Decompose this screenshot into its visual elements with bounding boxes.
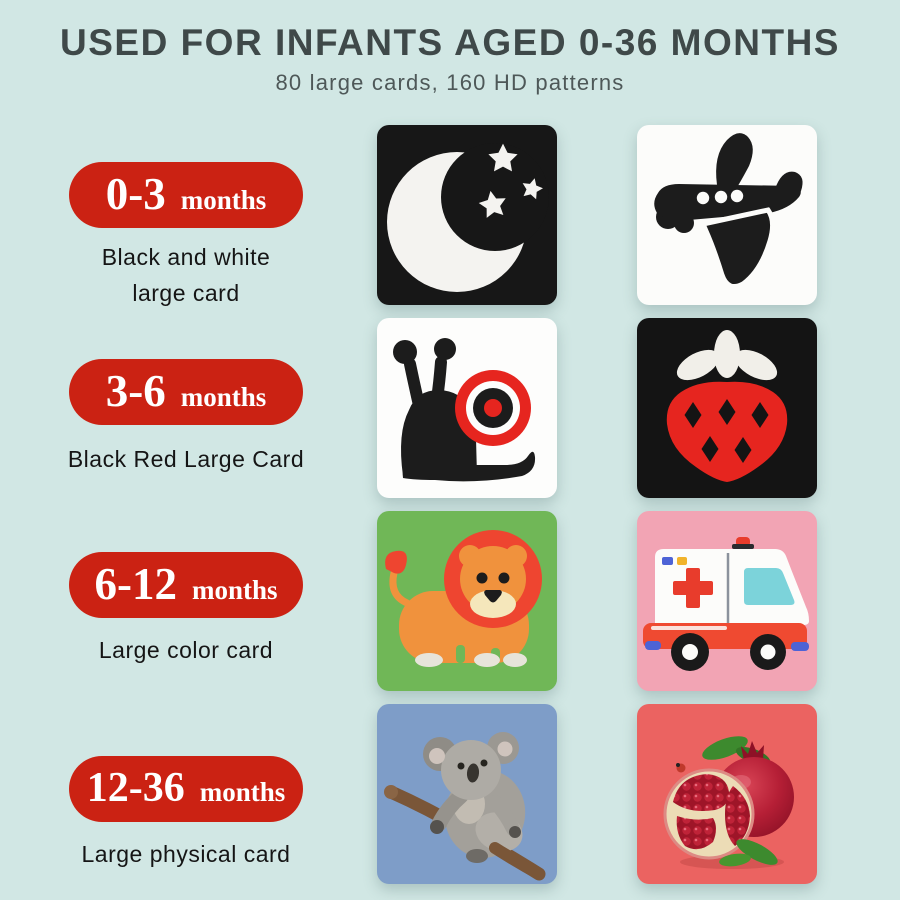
age-range: 6-12 (94, 559, 177, 609)
flashcard-koala (377, 704, 557, 884)
age-description: Large physical card (26, 836, 346, 872)
age-group-3-6: 3-6 months Black Red Large Card (26, 359, 346, 477)
description-line: Large physical card (81, 841, 291, 867)
age-badge-12-36: 12-36 months (69, 756, 303, 822)
age-range: 12-36 (86, 765, 185, 811)
age-group-0-3: 0-3 months Black and white large card (26, 162, 346, 311)
flashcard-pomegranate (637, 704, 817, 884)
page-subtitle: 80 large cards, 160 HD patterns (275, 70, 625, 95)
flashcard-snail (377, 318, 557, 498)
flashcard-lion (377, 511, 557, 691)
age-description: Large color card (26, 632, 346, 668)
age-badge-0-3: 0-3 months (69, 162, 303, 228)
airplane-icon (654, 133, 803, 289)
description-line: Black and white (101, 244, 271, 270)
age-range: 3-6 (105, 366, 166, 416)
pomegranate-icon (663, 736, 794, 869)
age-range: 0-3 (105, 169, 166, 219)
moon-and-stars-icon (387, 143, 549, 292)
description-line: Black Red Large Card (67, 446, 305, 472)
age-description: Black and white large card (26, 239, 346, 311)
age-group-6-12: 6-12 months Large color card (26, 552, 346, 668)
snail-icon (393, 338, 536, 482)
page-title: USED FOR INFANTS AGED 0-36 MONTHS (60, 22, 840, 63)
lion-icon (385, 530, 542, 667)
age-badge-6-12: 6-12 months (69, 552, 303, 618)
age-unit: months (199, 777, 286, 807)
age-unit: months (180, 185, 267, 215)
age-description: Black Red Large Card (26, 441, 346, 477)
strawberry-icon (666, 330, 788, 482)
age-unit: months (191, 575, 278, 605)
koala-icon (384, 732, 546, 881)
flashcard-grid (377, 125, 817, 884)
description-line: Large color card (98, 637, 274, 663)
description-line: large card (132, 280, 240, 306)
flashcard-strawberry (637, 318, 817, 498)
flashcard-airplane (637, 125, 817, 305)
flashcard-ambulance (637, 511, 817, 691)
age-group-12-36: 12-36 months Large physical card (26, 756, 346, 872)
flashcard-moon-stars (377, 125, 557, 305)
ambulance-icon (643, 537, 809, 671)
age-unit: months (180, 382, 267, 412)
age-badge-3-6: 3-6 months (69, 359, 303, 425)
